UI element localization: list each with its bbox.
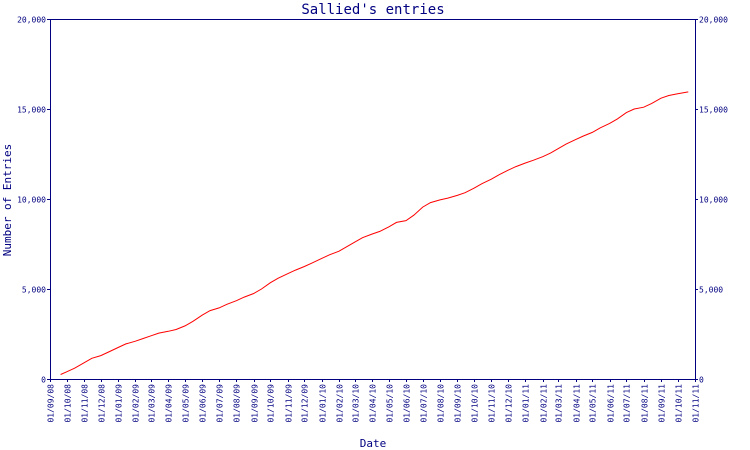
y-tick-label-right: 20,000 [699, 16, 728, 25]
x-tick-label: 01/10/08 [64, 384, 73, 423]
x-tick-label: 01/09/11 [658, 384, 667, 423]
x-tick-label: 01/07/09 [216, 384, 225, 423]
x-tick-label: 01/10/10 [471, 384, 480, 423]
y-axis-title: Number of Entries [1, 144, 14, 257]
y-tick-label-left: 10,000 [17, 196, 46, 205]
x-tick-label: 01/03/10 [352, 384, 361, 423]
x-tick-label: 01/01/10 [319, 384, 328, 423]
x-tick-label: 01/12/09 [301, 384, 310, 423]
x-axis-title: Date [360, 437, 387, 450]
x-tick-label: 01/08/09 [233, 384, 242, 423]
plot-frame [50, 19, 696, 380]
x-tick-label: 01/03/09 [148, 384, 157, 423]
x-tick-label: 01/12/10 [505, 384, 514, 423]
x-tick-label: 01/11/10 [488, 384, 497, 423]
x-tick-label: 01/04/09 [165, 384, 174, 423]
x-tick-label: 01/02/10 [336, 384, 345, 423]
x-tick-label: 01/01/09 [115, 384, 124, 423]
x-tick-label: 01/11/11 [692, 384, 701, 423]
y-tick-label-left: 20,000 [17, 16, 46, 25]
x-tick-label: 01/02/11 [540, 384, 549, 423]
x-tick-label: 01/07/10 [420, 384, 429, 423]
y-tick-label-right: 5,000 [699, 286, 723, 295]
y-tick-label-right: 10,000 [699, 196, 728, 205]
x-tick-label: 01/11/08 [81, 384, 90, 423]
x-tick-label: 01/03/11 [555, 384, 564, 423]
chart-title: Sallied's entries [301, 2, 444, 18]
x-tick-label: 01/09/08 [47, 384, 56, 423]
x-tick-label: 01/10/09 [267, 384, 276, 423]
x-tick-label: 01/09/10 [454, 384, 463, 423]
x-tick-label: 01/07/11 [623, 384, 632, 423]
x-tick-label: 01/04/11 [573, 384, 582, 423]
y-tick-label-right: 15,000 [699, 106, 728, 115]
x-tick-label: 01/08/10 [437, 384, 446, 423]
y-axis-left: 0 5,000 10,000 15,000 20,000 [17, 16, 50, 385]
x-tick-label: 01/06/10 [403, 384, 412, 423]
y-tick-label-left: 0 [41, 376, 46, 385]
x-tick-label: 01/09/09 [251, 384, 260, 423]
x-tick-label: 01/08/11 [641, 384, 650, 423]
x-tick-label: 01/12/08 [98, 384, 107, 423]
x-tick-label: 01/05/10 [386, 384, 395, 423]
x-tick-label: 01/11/09 [285, 384, 294, 423]
x-tick-label: 01/06/09 [199, 384, 208, 423]
y-tick-label-left: 15,000 [17, 106, 46, 115]
y-tick-label-right: 0 [699, 376, 704, 385]
x-tick-label: 01/04/10 [369, 384, 378, 423]
x-axis: 01/09/08 01/10/08 01/11/08 01/12/08 01/01/09… [47, 379, 701, 423]
series-layer [60, 91, 689, 375]
x-tick-label: 01/05/09 [182, 384, 191, 423]
x-tick-label: 01/05/11 [589, 384, 598, 423]
y-axis-right: 0 5,000 10,000 15,000 20,000 [695, 16, 728, 385]
x-tick-label: 01/06/11 [607, 384, 616, 423]
x-tick-label: 01/01/11 [522, 384, 531, 423]
series-line-entries [60, 91, 689, 375]
x-tick-label: 01/10/11 [675, 384, 684, 423]
x-tick-label: 01/02/09 [132, 384, 141, 423]
y-tick-label-left: 5,000 [22, 286, 46, 295]
